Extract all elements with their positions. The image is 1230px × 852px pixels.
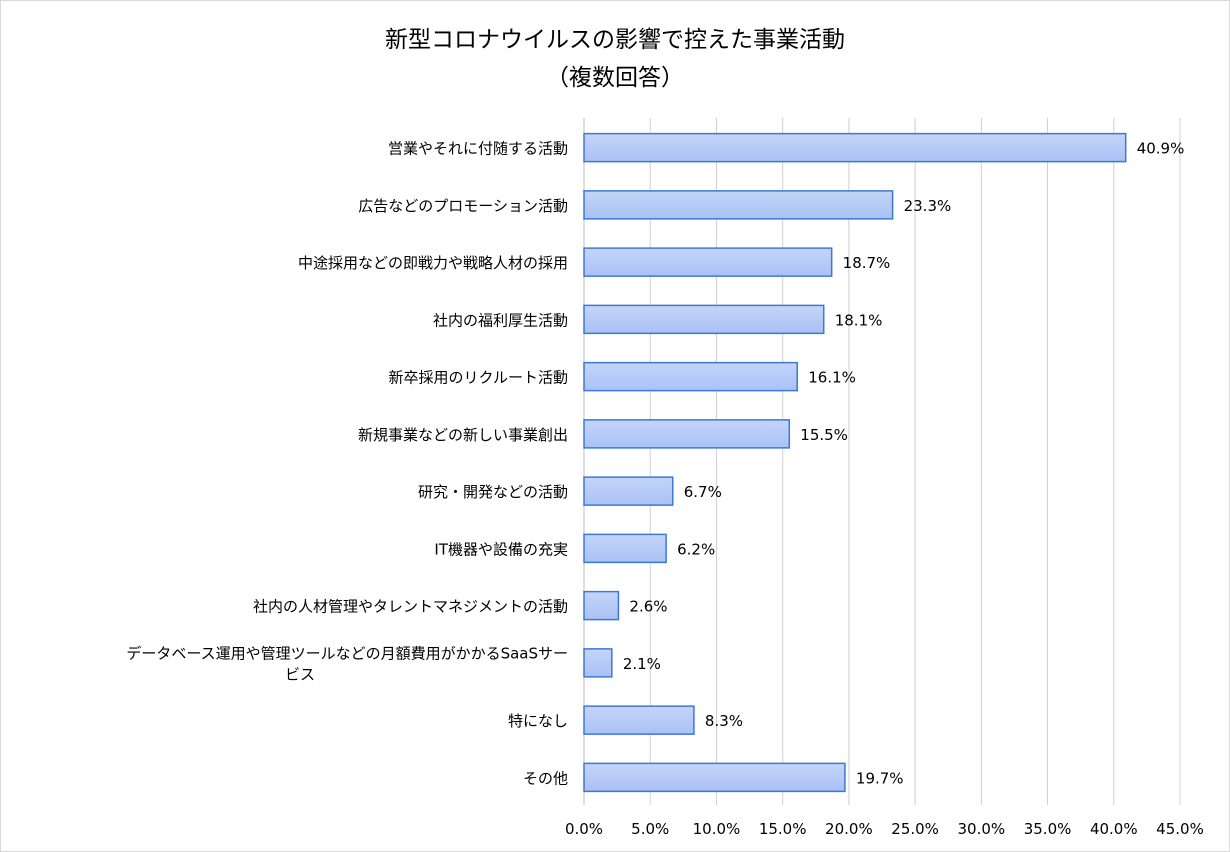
data-label: 23.3% xyxy=(904,197,952,215)
data-label: 16.1% xyxy=(808,369,856,387)
data-label: 19.7% xyxy=(856,769,904,787)
category-label: 広告などのプロモーション活動 xyxy=(358,197,568,215)
bar xyxy=(583,304,825,335)
data-label: 2.1% xyxy=(623,655,661,673)
category-label: 研究・開発などの活動 xyxy=(418,483,568,501)
x-tick-label: 20.0% xyxy=(825,820,873,838)
category-label: 新規事業などの新しい事業創出 xyxy=(358,426,568,444)
data-label: 2.6% xyxy=(629,598,667,616)
data-label: 6.7% xyxy=(684,483,722,501)
category-label: ビス xyxy=(285,665,315,683)
x-tick-label: 10.0% xyxy=(693,820,741,838)
bar xyxy=(583,533,667,564)
category-label: 中途採用などの即戦力や戦略人材の採用 xyxy=(298,254,568,272)
bar xyxy=(583,419,791,449)
bar xyxy=(583,476,674,506)
bar xyxy=(583,132,1127,163)
bar xyxy=(583,648,613,678)
x-tick-label: 0.0% xyxy=(565,820,603,838)
category-label: その他 xyxy=(523,769,568,787)
bar xyxy=(583,190,894,220)
x-tick-label: 5.0% xyxy=(631,820,669,838)
data-label: 40.9% xyxy=(1137,140,1185,158)
x-tick-label: 45.0% xyxy=(1156,820,1204,838)
bar xyxy=(583,590,620,621)
chart-title-line-2: （複数回答） xyxy=(546,65,684,91)
category-label: 社内の人材管理やタレントマネジメントの活動 xyxy=(253,598,568,616)
data-label: 8.3% xyxy=(705,712,743,730)
data-label: 15.5% xyxy=(800,426,848,444)
x-tick-label: 15.0% xyxy=(759,820,807,838)
category-label: 営業やそれに付随する活動 xyxy=(388,140,568,158)
category-label: データベース運用や管理ツールなどの月額費用がかかるSaaSサー xyxy=(126,644,568,662)
category-label: IT機器や設備の充実 xyxy=(434,540,568,558)
x-tick-label: 30.0% xyxy=(958,820,1006,838)
x-tick-label: 25.0% xyxy=(891,820,939,838)
data-label: 18.1% xyxy=(835,311,883,329)
category-label: 特になし xyxy=(508,712,568,730)
bar xyxy=(583,762,846,793)
category-label: 新卒採用のリクルート活動 xyxy=(388,369,568,387)
data-label: 6.2% xyxy=(677,540,715,558)
bar xyxy=(583,705,695,735)
chart-title-line-1: 新型コロナウイルスの影響で控えた事業活動 xyxy=(385,27,845,53)
bar xyxy=(583,247,833,277)
x-tick-label: 35.0% xyxy=(1024,820,1072,838)
category-label: 社内の福利厚生活動 xyxy=(433,311,568,329)
bar xyxy=(583,361,798,392)
x-tick-label: 40.0% xyxy=(1090,820,1138,838)
data-label: 18.7% xyxy=(843,254,891,272)
